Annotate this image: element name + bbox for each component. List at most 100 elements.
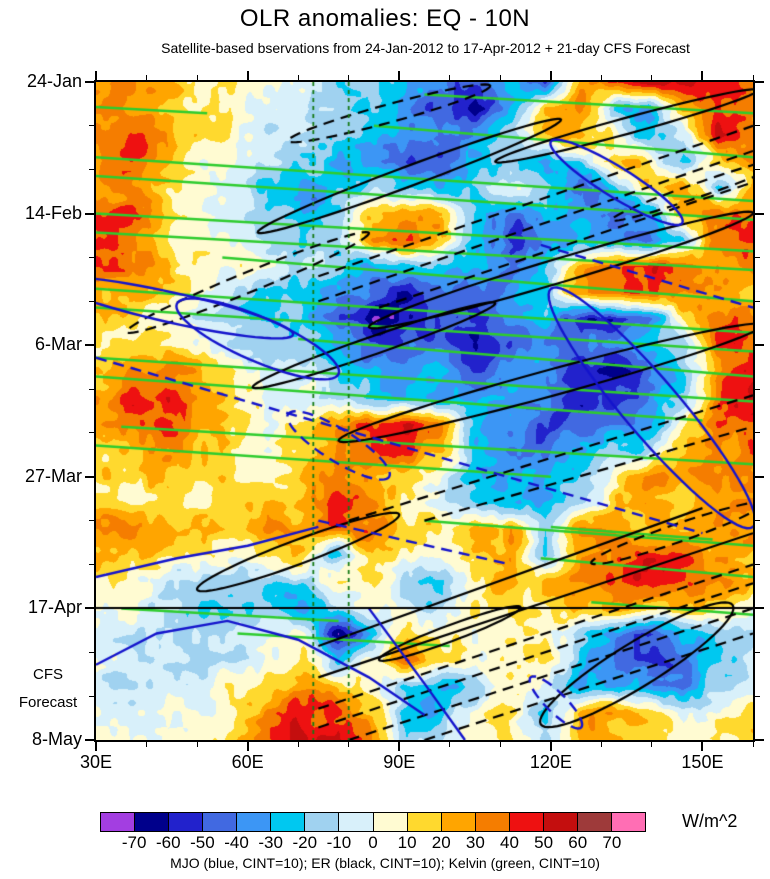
- y-tick-label: 14-Feb: [24, 202, 82, 223]
- colorbar-cell: [576, 813, 611, 831]
- plot-frame: [94, 80, 755, 742]
- colorbar-cell: [542, 813, 577, 831]
- colorbar-cell: [134, 813, 169, 831]
- y-tick: [755, 432, 760, 434]
- y-tick-label: 27-Mar: [24, 465, 82, 486]
- x-tick: [348, 75, 350, 80]
- colorbar-cell: [406, 813, 441, 831]
- y-tick: [755, 475, 764, 478]
- colorbar-cell: [474, 813, 509, 831]
- x-tick: [348, 742, 350, 747]
- x-tick: [499, 742, 501, 747]
- y-tick: [89, 125, 94, 127]
- colorbar-tick-label: -70: [121, 833, 147, 852]
- x-tick: [449, 75, 451, 80]
- page-title: OLR anomalies: EQ - 10N: [239, 5, 531, 32]
- y-tick: [755, 607, 764, 610]
- y-tick: [755, 344, 764, 347]
- x-tick: [196, 75, 198, 80]
- colorbar-tick-label: -60: [155, 833, 181, 852]
- x-tick-label: 30E: [79, 752, 113, 772]
- y-tick: [85, 475, 94, 478]
- x-tick-label: 120E: [529, 752, 572, 772]
- y-tick: [89, 256, 94, 258]
- x-tick: [196, 742, 198, 747]
- y-tick-label: 8-May: [31, 729, 82, 749]
- x-tick: [752, 75, 754, 80]
- colorbar-tick-label: -50: [190, 833, 215, 852]
- colorbar-cell: [440, 813, 475, 831]
- y-tick: [755, 739, 764, 741]
- x-tick: [651, 75, 653, 80]
- x-tick: [701, 742, 704, 751]
- y-tick: [89, 432, 94, 434]
- colorbar: [100, 812, 646, 832]
- colorbar-tick-label: 50: [534, 833, 554, 852]
- x-tick: [297, 742, 299, 747]
- x-tick-label: 60E: [231, 752, 264, 772]
- y-tick: [755, 256, 760, 258]
- x-tick: [246, 742, 249, 751]
- colorbar-cell: [338, 813, 373, 831]
- colorbar-tick-label: 60: [568, 833, 588, 852]
- colorbar-cell: [610, 813, 645, 831]
- colorbar-cell: [236, 813, 271, 831]
- y-tick: [89, 300, 94, 302]
- colorbar-cell: [202, 813, 237, 831]
- x-tick: [600, 75, 602, 80]
- colorbar-tick-label: -30: [258, 833, 283, 852]
- y-tick: [755, 169, 760, 171]
- y-tick: [89, 388, 94, 390]
- x-tick: [549, 742, 552, 751]
- olr-anomaly-heatmap: [96, 82, 753, 740]
- colorbar-cell: [372, 813, 407, 831]
- x-tick: [701, 71, 704, 80]
- x-tick: [398, 71, 401, 80]
- colorbar-cell: [101, 813, 135, 831]
- y-tick: [755, 388, 760, 390]
- y-tick: [755, 212, 764, 215]
- y-tick: [755, 695, 760, 697]
- y-tick-label: 24-Jan: [26, 71, 82, 91]
- y-tick: [755, 81, 764, 83]
- x-tick: [651, 742, 653, 747]
- y-tick: [85, 344, 94, 347]
- y-tick-label: 17-Apr: [27, 597, 82, 618]
- colorbar-tick-label: 20: [431, 833, 451, 852]
- y-tick-label: 6-Mar: [34, 334, 82, 355]
- cfs-label: CFS: [33, 666, 63, 683]
- colorbar-cell: [508, 813, 543, 831]
- colorbar-tick-label: 0: [368, 833, 378, 852]
- colorbar-cell: [168, 813, 203, 831]
- y-tick: [755, 125, 760, 127]
- subtitle: Satellite-based bservations from 24-Jan-…: [161, 40, 690, 56]
- y-tick: [85, 607, 94, 610]
- y-tick: [755, 300, 760, 302]
- y-tick: [85, 81, 94, 83]
- y-tick: [755, 564, 760, 566]
- forecast-label: Forecast: [18, 694, 78, 711]
- colorbar-tick-label: 10: [397, 833, 417, 852]
- colorbar-tick-label: 70: [602, 833, 622, 852]
- x-tick: [146, 742, 148, 747]
- x-tick: [95, 742, 97, 751]
- x-tick: [297, 75, 299, 80]
- y-tick: [89, 651, 94, 653]
- colorbar-tick-label: -40: [224, 833, 249, 852]
- x-tick-label: 90E: [383, 752, 416, 772]
- colorbar-tick-label: 30: [465, 833, 485, 852]
- y-tick: [85, 739, 94, 741]
- y-tick: [89, 520, 94, 522]
- x-tick: [752, 742, 754, 747]
- y-tick: [755, 520, 760, 522]
- colorbar-tick-label: -20: [292, 833, 318, 852]
- colorbar-tick-label: 40: [500, 833, 519, 852]
- y-tick: [89, 169, 94, 171]
- y-tick: [755, 651, 760, 653]
- x-tick: [499, 75, 501, 80]
- colorbar-tick-label: -10: [326, 833, 352, 852]
- colorbar-units: W/m^2: [682, 811, 738, 831]
- x-tick: [398, 742, 401, 751]
- y-tick: [89, 695, 94, 697]
